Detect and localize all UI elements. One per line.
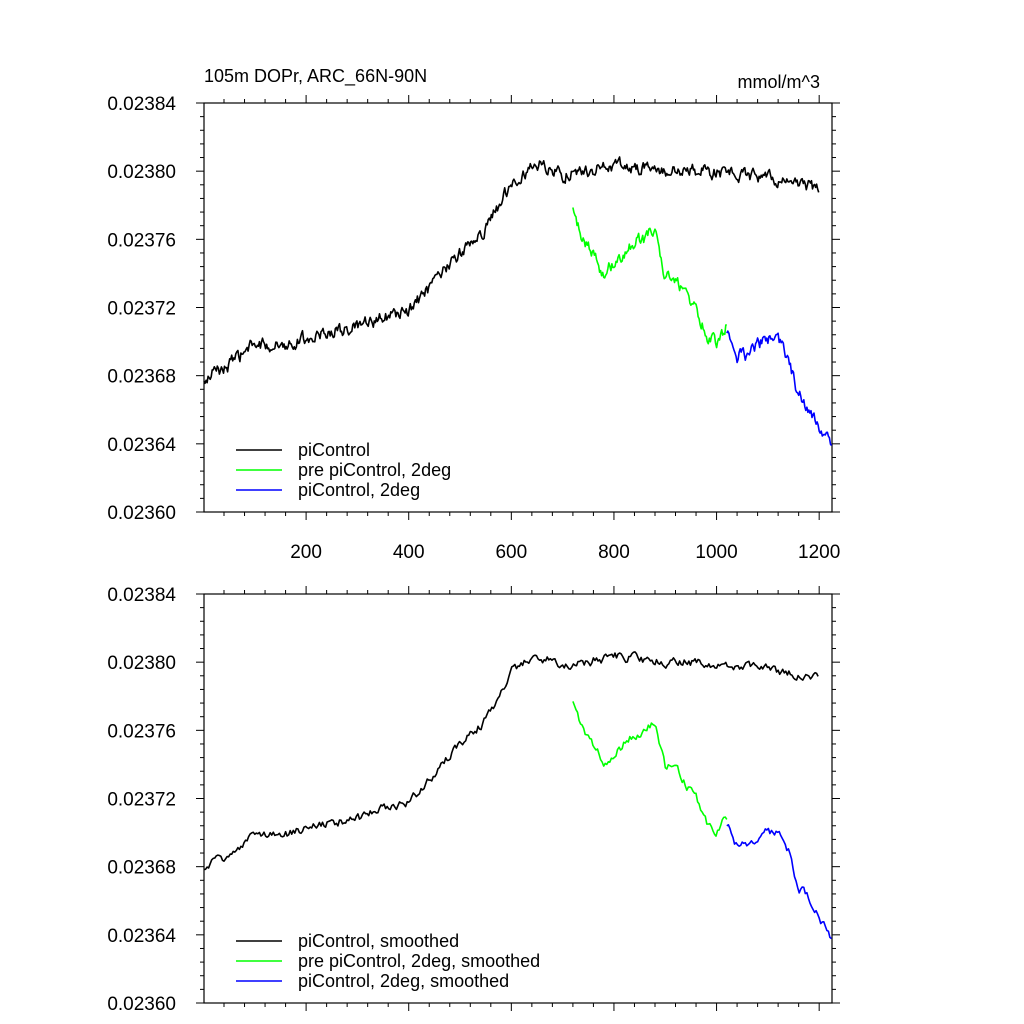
- y-tick-label: 0.02368: [107, 367, 176, 388]
- y-tick-label: 0.02376: [107, 230, 176, 251]
- series-line: [572, 207, 727, 349]
- chart-title: 105m DOPr, ARC_66N-90N: [204, 66, 427, 87]
- y-tick-label: 0.02372: [107, 790, 176, 811]
- y-tick-label: 0.02360: [107, 503, 176, 524]
- legend-label: piControl, 2deg, smoothed: [298, 971, 509, 991]
- y-tick-label: 0.02380: [107, 653, 176, 674]
- x-tick-label: 200: [290, 542, 322, 563]
- y-tick-label: 0.02364: [107, 435, 176, 456]
- legend-label: piControl: [298, 440, 370, 460]
- x-tick-label: 1200: [798, 542, 840, 563]
- y-tick-label: 0.02380: [107, 162, 176, 183]
- y-tick-label: 0.02376: [107, 721, 176, 742]
- y-tick-label: 0.02360: [107, 994, 176, 1015]
- x-tick-label: 600: [495, 542, 527, 563]
- y-tick-label: 0.02384: [107, 94, 176, 115]
- x-tick-label: 800: [598, 542, 630, 563]
- y-tick-label: 0.02384: [107, 585, 176, 606]
- y-tick-label: 0.02368: [107, 858, 176, 879]
- x-tick-label: 400: [393, 542, 425, 563]
- y-tick-label: 0.02364: [107, 926, 176, 947]
- x-tick-label: 1000: [695, 542, 737, 563]
- legend-label: pre piControl, 2deg, smoothed: [298, 951, 540, 971]
- series-line: [203, 156, 820, 385]
- series-line: [726, 330, 833, 446]
- units-label: mmol/m^3: [738, 72, 820, 92]
- series-line: [726, 824, 832, 940]
- legend-label: piControl, 2deg: [298, 480, 420, 500]
- series-line: [203, 651, 819, 871]
- series-line: [572, 701, 728, 837]
- top-plot-panel: 0.02360 0.02364 0.02368 0.02372 0.02376 0.023…: [107, 94, 840, 563]
- legend-label: pre piControl, 2deg: [298, 460, 451, 480]
- y-tick-label: 0.02372: [107, 299, 176, 320]
- bottom-plot-panel: 0.02360 0.02364 0.02368 0.02372 0.02376 0.023…: [107, 585, 840, 1015]
- legend-label: piControl, smoothed: [298, 931, 459, 951]
